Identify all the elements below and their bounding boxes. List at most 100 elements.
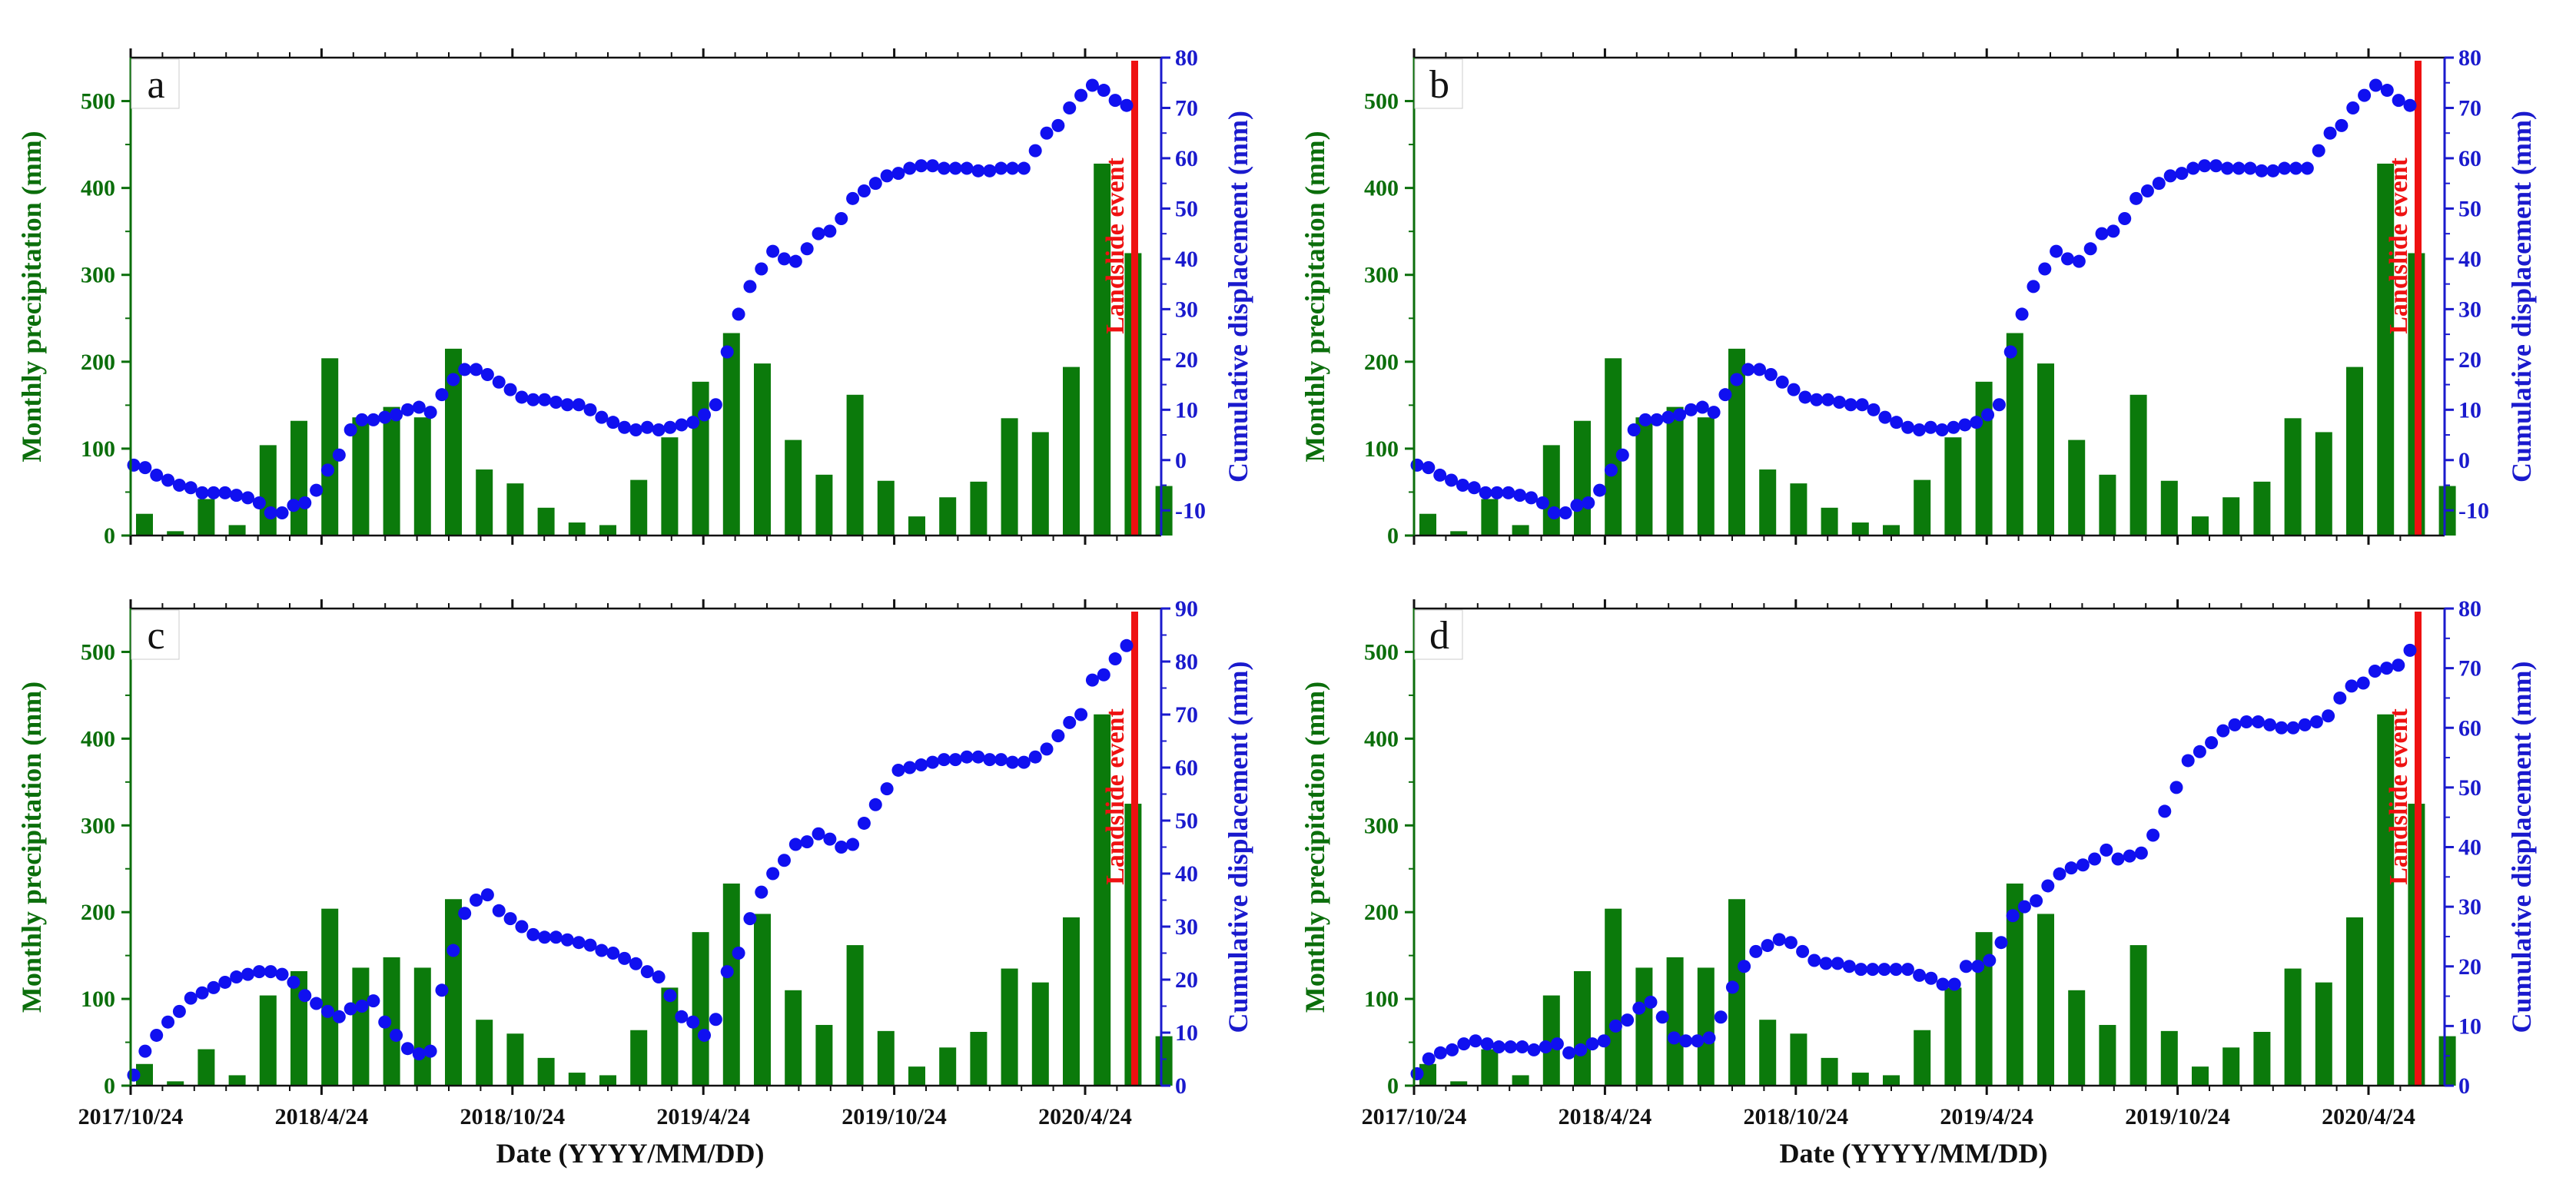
precip-bar — [2222, 1047, 2240, 1086]
displacement-point — [287, 975, 300, 989]
precip-bar — [877, 1030, 895, 1086]
displacement-point — [1492, 1040, 1505, 1054]
displacement-point — [823, 224, 837, 238]
precip-bar — [2099, 1024, 2116, 1086]
x-tick-label: 2019/4/24 — [1940, 1104, 2033, 1129]
displacement-point — [435, 388, 449, 402]
displacement-point — [720, 965, 734, 979]
displacement-point — [275, 967, 289, 981]
displacement-point — [1900, 963, 1914, 977]
precip-bar — [1001, 418, 1018, 536]
displacement-point — [515, 390, 529, 404]
displacement-point — [2335, 118, 2349, 132]
displacement-point — [1741, 363, 1755, 376]
displacement-point — [698, 1028, 712, 1042]
precip-bar — [970, 481, 988, 536]
displacement-series — [127, 638, 1134, 1082]
displacement-point — [1063, 101, 1077, 114]
precip-bar — [1790, 1033, 1808, 1086]
displacement-point — [1947, 977, 1961, 991]
displacement-point — [1502, 486, 1515, 499]
displacement-point — [1410, 1066, 1424, 1080]
displacement-point — [1582, 496, 1595, 509]
landslide-event-label: Landslide event — [1101, 708, 1130, 885]
right-tick-label: 10 — [1175, 397, 1198, 423]
precip-bar — [1944, 437, 1962, 536]
displacement-point — [1867, 403, 1881, 416]
precip-bar — [1031, 432, 1049, 536]
displacement-point — [390, 1028, 403, 1042]
displacement-point — [1469, 1034, 1482, 1048]
precip-bar — [352, 417, 370, 536]
displacement-point — [344, 423, 357, 437]
displacement-point — [1120, 638, 1134, 652]
right-tick-label: 10 — [2458, 1013, 2481, 1039]
displacement-point — [1889, 963, 1903, 977]
precip-bar — [228, 1075, 246, 1086]
displacement-point — [1479, 486, 1492, 499]
displacement-series — [1410, 643, 2417, 1080]
precip-bar — [692, 932, 709, 1086]
displacement-point — [1764, 367, 1778, 381]
displacement-point — [1585, 1037, 1599, 1051]
displacement-point — [2100, 843, 2113, 857]
precip-bar — [1419, 1063, 1436, 1086]
right-tick-label: 90 — [1175, 596, 1198, 622]
displacement-point — [1621, 1013, 1635, 1027]
displacement-point — [1513, 489, 1527, 502]
precip-bar — [198, 1049, 215, 1086]
precip-bar — [1063, 366, 1080, 536]
displacement-point — [1638, 413, 1652, 426]
precip-bar — [476, 469, 493, 536]
displacement-point — [355, 413, 369, 426]
displacement-point — [960, 161, 974, 175]
displacement-point — [378, 1015, 392, 1029]
displacement-point — [1456, 479, 1469, 493]
left-tick-label: 500 — [81, 639, 115, 665]
displacement-point — [218, 975, 232, 989]
displacement-point — [812, 827, 825, 841]
displacement-point — [1615, 448, 1629, 462]
displacement-point — [983, 164, 997, 177]
precip-bar — [2160, 1030, 2178, 1086]
precip-bar — [136, 513, 153, 536]
displacement-point — [275, 506, 289, 520]
displacement-point — [1810, 393, 1824, 406]
displacement-point — [1467, 481, 1481, 495]
precip-bar — [1450, 531, 1468, 536]
displacement-point — [1983, 954, 1997, 967]
precip-bar — [2346, 366, 2363, 536]
precip-bar — [2222, 497, 2240, 536]
displacement-point — [172, 1004, 186, 1018]
displacement-point — [367, 413, 380, 426]
precip-bar — [1512, 525, 1529, 536]
displacement-point — [1017, 755, 1031, 769]
precip-bar — [908, 516, 925, 536]
left-tick-label: 300 — [1364, 813, 1399, 838]
displacement-point — [777, 854, 791, 867]
displacement-point — [538, 930, 552, 944]
precip-bar — [1883, 1075, 1900, 1086]
left-tick-label: 300 — [81, 263, 115, 288]
left-tick-label: 400 — [81, 726, 115, 751]
displacement-point — [1831, 957, 1844, 970]
displacement-point — [1120, 98, 1134, 112]
precip-bar — [939, 1047, 957, 1086]
displacement-point — [252, 496, 266, 509]
displacement-point — [1422, 1052, 1436, 1066]
displacement-point — [310, 997, 324, 1010]
x-axis-label: Date (YYYY/MM/DD) — [1780, 1138, 2048, 1169]
displacement-point — [1040, 126, 1054, 140]
displacement-point — [1775, 375, 1789, 389]
panel-a: Landslide event 0 100 200 300 400 500 -10 0 10 20 3… — [16, 45, 1253, 549]
displacement-point — [2163, 169, 2177, 183]
displacement-point — [423, 406, 437, 420]
displacement-point — [549, 395, 563, 409]
displacement-point — [1924, 971, 1938, 985]
x-tick-label: 2019/4/24 — [656, 1104, 750, 1129]
precip-bar — [445, 348, 462, 536]
precip-bar — [877, 480, 895, 536]
precip-bar — [692, 381, 709, 536]
displacement-point — [2392, 94, 2405, 108]
right-tick-label: 70 — [2458, 656, 2481, 682]
